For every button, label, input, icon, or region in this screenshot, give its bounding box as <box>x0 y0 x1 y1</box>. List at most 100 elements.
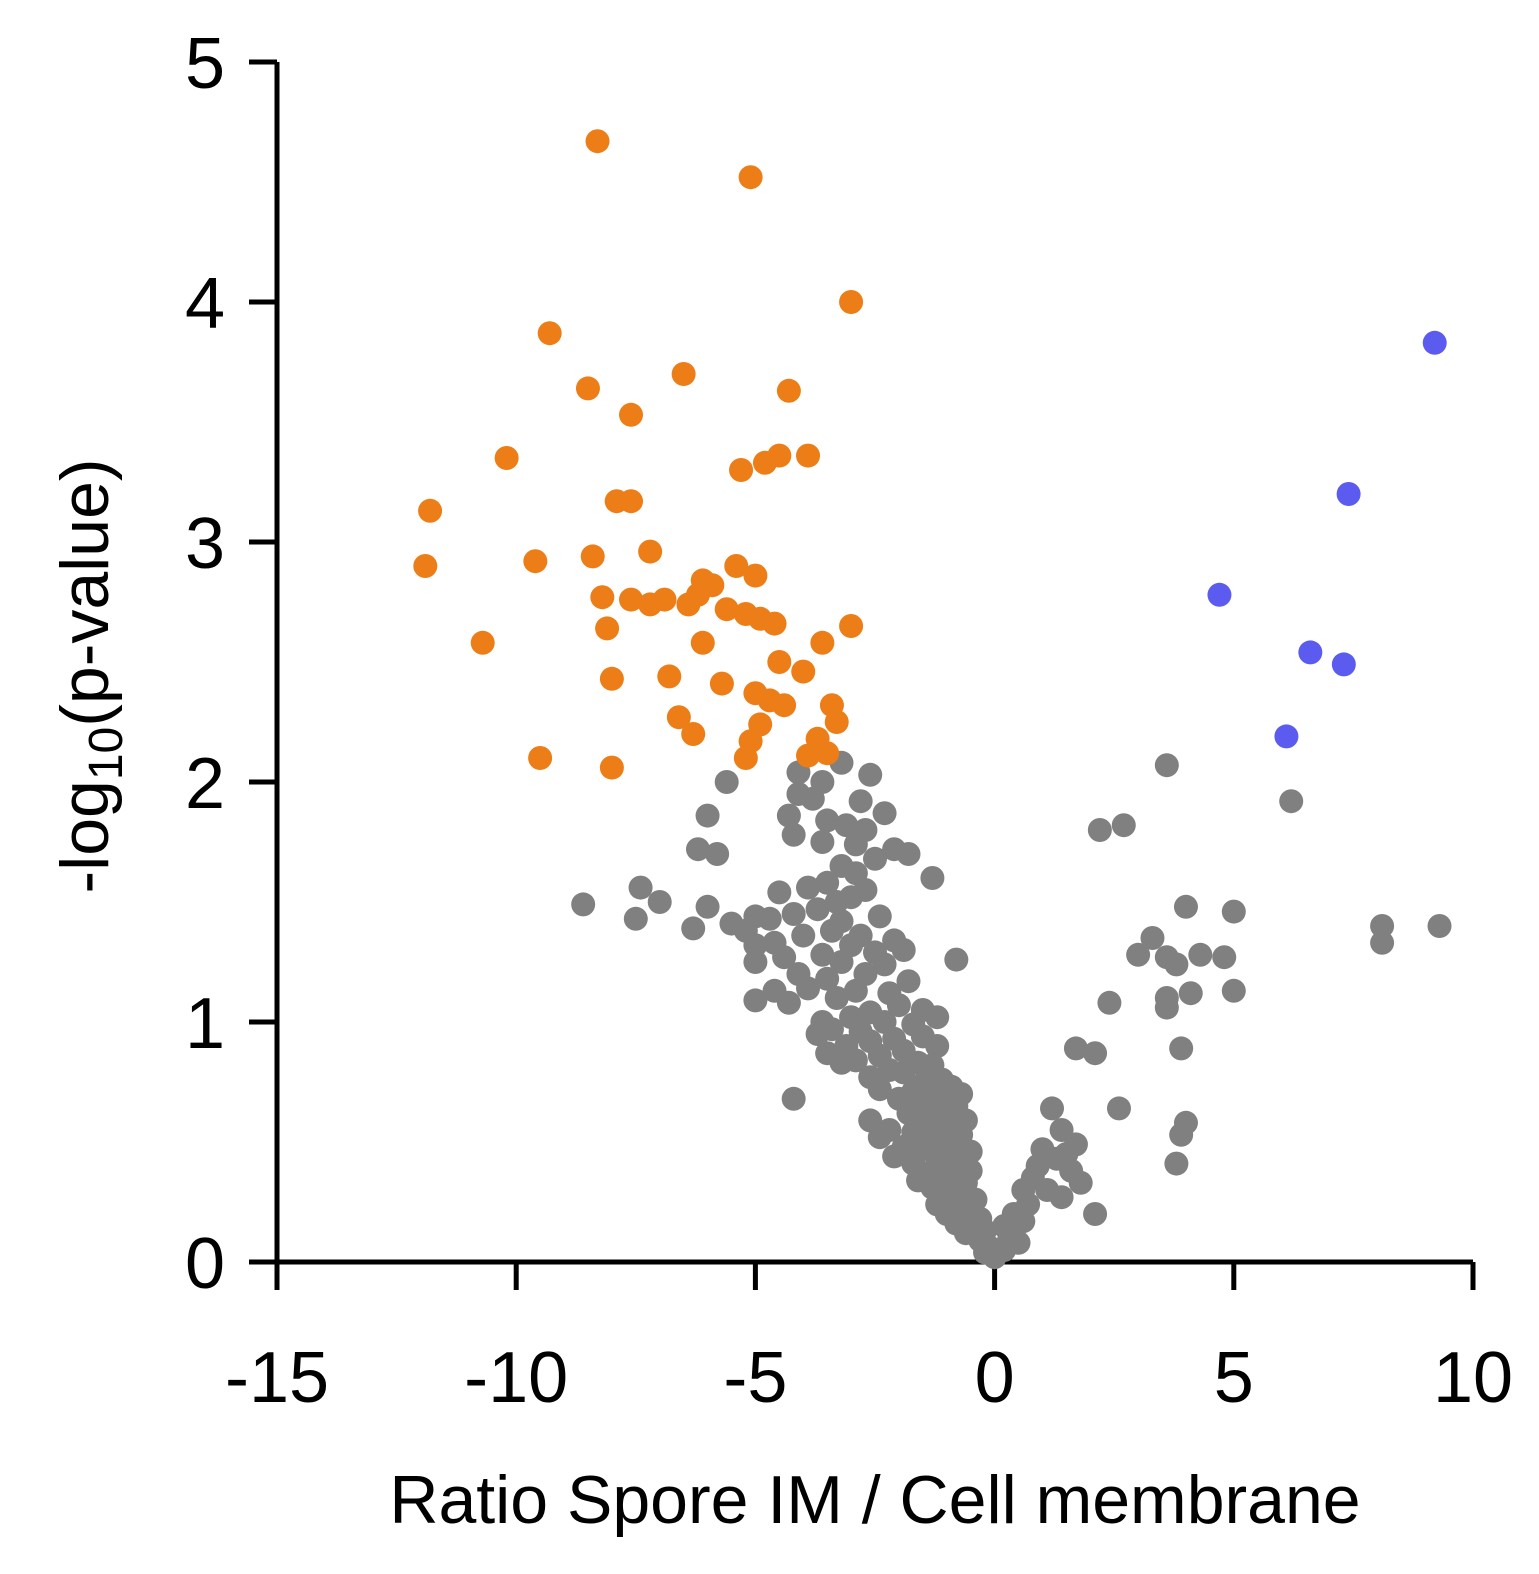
y-ticks: 0 1 2 3 4 5 <box>185 24 277 1304</box>
data-point <box>920 866 945 890</box>
x-tick-label: -10 <box>464 1338 568 1418</box>
y-axis-title-suffix: (p-value) <box>47 458 123 726</box>
data-point <box>1370 930 1395 955</box>
data-point <box>819 918 844 943</box>
data-point <box>724 554 749 578</box>
data-point <box>685 582 710 607</box>
data-point <box>1049 1118 1074 1142</box>
data-point <box>781 822 806 847</box>
data-point <box>1068 1170 1093 1195</box>
data-point <box>1221 899 1246 924</box>
data-point <box>1298 640 1323 665</box>
data-point <box>762 611 787 636</box>
data-point <box>796 443 821 468</box>
data-point <box>810 630 835 655</box>
data-point <box>867 1077 892 1102</box>
data-point <box>815 966 840 991</box>
data-point <box>772 693 797 718</box>
data-point <box>685 837 710 862</box>
data-point <box>800 786 825 811</box>
data-points <box>413 129 1452 1270</box>
data-point <box>1169 1122 1194 1147</box>
data-point <box>1173 894 1198 919</box>
data-point <box>839 614 864 638</box>
data-point <box>891 1060 916 1085</box>
data-point <box>695 894 720 919</box>
data-point <box>1164 1151 1189 1176</box>
x-tick-label: 5 <box>1214 1338 1254 1418</box>
x-tick-label: 10 <box>1433 1338 1513 1418</box>
data-point <box>709 671 734 696</box>
data-point <box>1083 1202 1108 1226</box>
data-point <box>590 585 615 610</box>
data-point <box>1111 813 1136 838</box>
data-point <box>599 755 624 780</box>
data-point <box>743 563 768 588</box>
data-point <box>1083 1041 1108 1066</box>
x-tick-label: 0 <box>975 1338 1015 1418</box>
x-axis: -15 -10 -5 0 5 10 <box>225 1259 1513 1418</box>
data-point <box>1188 942 1213 967</box>
data-point <box>705 842 730 866</box>
data-point <box>619 489 644 514</box>
data-point <box>1178 981 1203 1006</box>
data-point <box>796 976 821 1001</box>
data-point <box>733 746 758 770</box>
data-point <box>805 1022 830 1046</box>
data-point <box>1164 952 1189 977</box>
data-point <box>824 890 849 914</box>
data-point <box>628 875 653 900</box>
data-point <box>839 290 864 314</box>
data-point <box>585 129 610 154</box>
data-point <box>523 549 548 574</box>
data-point <box>470 630 495 655</box>
data-point <box>743 950 768 974</box>
x-ticks: -15 -10 -5 0 5 10 <box>225 1262 1513 1418</box>
data-point <box>619 587 644 612</box>
data-point <box>815 808 840 833</box>
data-point <box>791 659 816 684</box>
data-point <box>824 986 849 1010</box>
data-point <box>595 616 620 641</box>
data-point <box>805 897 830 922</box>
data-point <box>1063 1036 1088 1061</box>
data-point <box>1221 978 1246 1003</box>
data-point <box>791 923 816 948</box>
data-point <box>757 906 782 931</box>
data-point <box>657 664 682 689</box>
data-point <box>1049 1185 1074 1210</box>
data-point <box>528 746 553 770</box>
data-point <box>1169 1036 1194 1061</box>
data-point <box>1370 914 1395 938</box>
data-point <box>891 938 916 962</box>
data-point <box>1336 482 1361 506</box>
data-point <box>810 830 835 854</box>
y-tick-label: 5 <box>185 24 225 104</box>
data-point <box>681 722 706 746</box>
data-point <box>772 945 797 970</box>
data-point <box>843 832 868 857</box>
data-point <box>767 650 792 674</box>
data-point <box>1097 990 1122 1015</box>
data-point <box>714 597 739 622</box>
data-point <box>896 969 921 994</box>
data-point <box>537 321 562 346</box>
data-point <box>796 875 821 900</box>
y-tick-label: 1 <box>185 984 225 1064</box>
x-tick-label: -5 <box>723 1338 787 1418</box>
data-point <box>896 842 921 866</box>
series-enriched-in-spore-im <box>1207 330 1447 749</box>
data-point <box>681 916 706 941</box>
x-tick-label: -15 <box>225 1338 329 1418</box>
x-axis-title: Ratio Spore IM / Cell membrane <box>389 1462 1360 1538</box>
data-point <box>776 803 801 828</box>
data-point <box>776 378 801 403</box>
data-point <box>815 741 840 766</box>
data-point <box>848 789 873 814</box>
y-axis-title-prefix: -log <box>47 780 123 893</box>
y-axis-title-subscript: 10 <box>80 727 133 780</box>
data-point <box>571 892 596 917</box>
y-tick-label: 3 <box>185 504 225 584</box>
data-point <box>867 904 892 929</box>
data-point <box>418 498 443 523</box>
